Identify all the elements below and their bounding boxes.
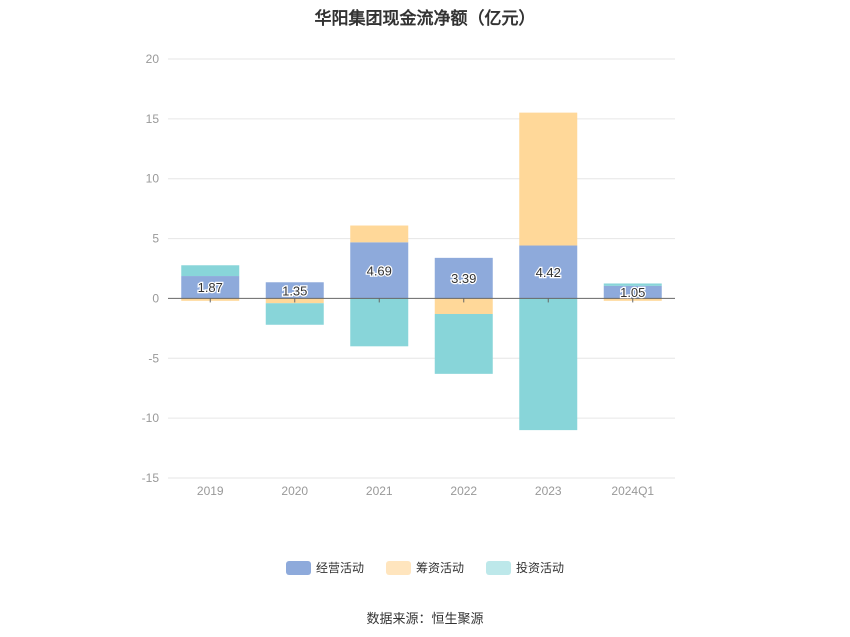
bar-investing-2022: [434, 313, 493, 374]
y-tick-label: -10: [142, 411, 160, 425]
bar-investing-2019: [181, 265, 240, 277]
x-tick-label: 2024Q1: [611, 484, 654, 498]
data-label-operating: 1.87: [198, 280, 223, 295]
bar-investing-2021: [350, 298, 409, 347]
legend-label-investing: 投资活动: [516, 561, 565, 575]
legend-item-operating[interactable]: 经营活动: [285, 559, 364, 576]
x-tick-label: 2022: [450, 484, 477, 498]
data-label-operating: 1.05: [620, 285, 645, 300]
y-tick-label: -5: [148, 351, 159, 365]
data-label-operating: 4.42: [536, 265, 561, 280]
x-tick-label: 2023: [535, 484, 562, 498]
chart-plot: -15 -10 -5 0 5 10 15 20 2019 2020 2021 2022 2023 2024…: [142, 52, 675, 498]
chart-legend: 经营活动 筹资活动 投资活动: [0, 559, 850, 576]
bar-operating-2021: [350, 242, 409, 299]
chart-title: 华阳集团现金流净额（亿元）: [314, 9, 536, 28]
data-label-operating: 4.69: [367, 263, 392, 278]
bar-investing-2023: [519, 298, 578, 431]
data-source: 数据来源：恒生聚源: [366, 611, 484, 626]
legend-swatch-financing: [385, 560, 411, 575]
x-tick-label: 2020: [281, 484, 308, 498]
bar-investing-2020: [265, 303, 324, 325]
legend-item-financing[interactable]: 筹资活动: [385, 559, 464, 576]
bar-operating-2019: [181, 276, 240, 299]
bar-operating-2024Q1: [603, 285, 662, 299]
bar-investing-2024Q1: [603, 283, 662, 286]
legend-label-operating: 经营活动: [315, 561, 364, 575]
y-tick-label: 0: [152, 291, 159, 305]
bar-financing-2022: [434, 298, 493, 314]
y-tick-label: 10: [146, 172, 160, 186]
bar-operating-2023: [519, 245, 578, 299]
y-tick-label: -15: [142, 471, 160, 485]
x-tick-label: 2021: [366, 484, 393, 498]
data-label-operating: 3.39: [451, 271, 476, 286]
bar-operating-2022: [434, 257, 493, 299]
legend-item-investing[interactable]: 投资活动: [486, 559, 564, 576]
bar-financing-2023: [519, 112, 578, 246]
y-tick-label: 20: [146, 52, 160, 66]
legend-label-financing: 筹资活动: [415, 561, 464, 575]
legend-swatch-operating: [285, 560, 311, 575]
y-tick-label: 15: [146, 112, 160, 126]
y-tick-label: 5: [152, 232, 159, 246]
data-label-operating: 1.35: [282, 283, 307, 298]
bar-operating-2020: [265, 282, 324, 299]
x-tick-label: 2019: [197, 484, 224, 498]
legend-swatch-investing: [486, 560, 511, 575]
bar-financing-2021: [350, 225, 409, 243]
